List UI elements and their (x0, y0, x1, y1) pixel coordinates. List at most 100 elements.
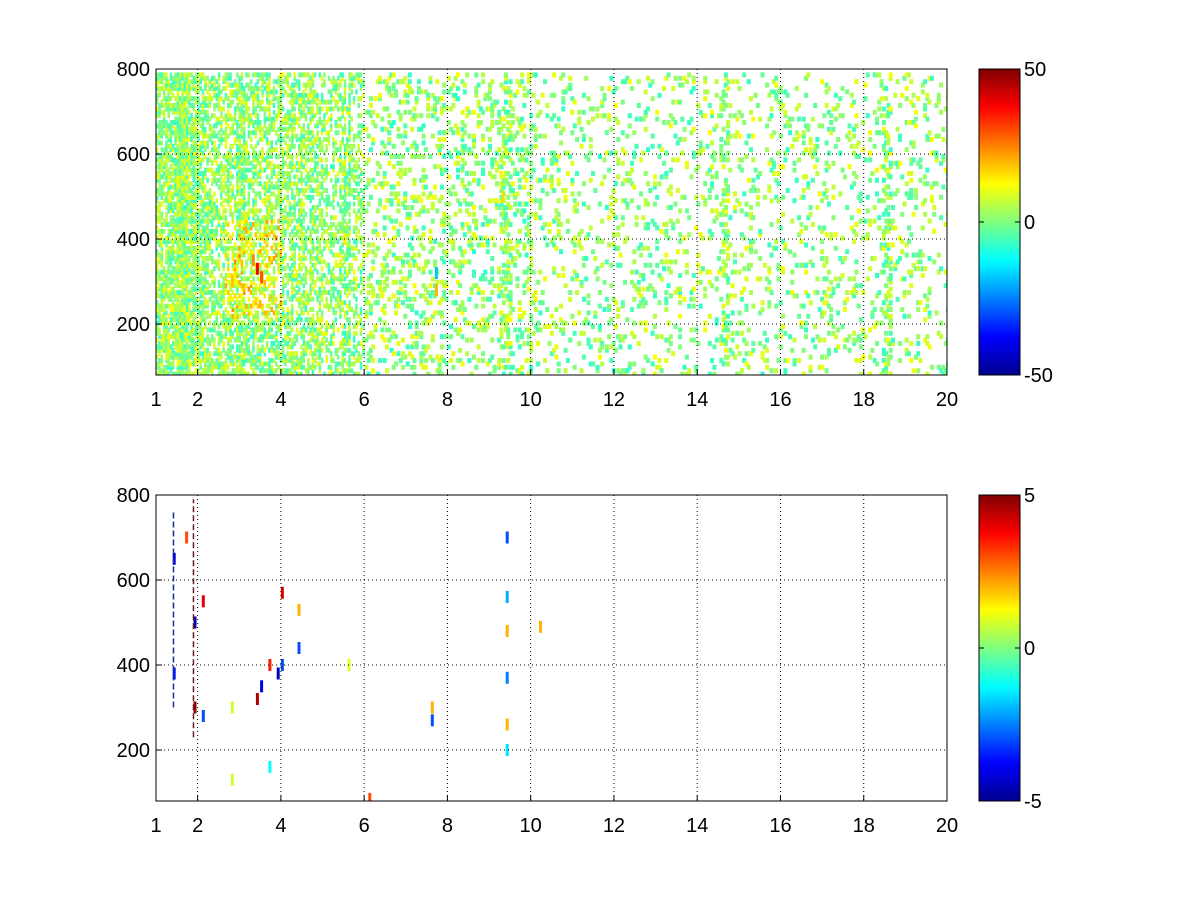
heatmap-cell (183, 143, 186, 149)
heatmap-cell (300, 235, 303, 241)
heatmap-cell (288, 123, 292, 129)
heatmap-cell (343, 283, 347, 289)
heatmap-cell (174, 86, 177, 91)
heatmap-cell (284, 160, 287, 166)
heatmap-cell (240, 174, 244, 180)
heatmap-cell (293, 242, 296, 248)
heatmap-cell (185, 256, 189, 261)
heatmap-cell (275, 194, 278, 200)
heatmap-cell (192, 215, 196, 221)
heatmap-cell (233, 120, 237, 125)
heatmap-cell (265, 126, 269, 132)
heatmap-cell (288, 126, 292, 132)
heatmap-cell (222, 320, 225, 326)
heatmap-cell (312, 375, 315, 380)
heatmap-cell (318, 290, 322, 295)
heatmap-cell (348, 120, 351, 125)
heatmap-cell (320, 211, 324, 217)
heatmap-cell (311, 75, 315, 81)
heatmap-cell (256, 208, 260, 214)
heatmap-cell (389, 123, 394, 129)
heatmap-cell (183, 337, 186, 343)
heatmap-cell (300, 160, 303, 166)
heatmap-cell (286, 334, 289, 340)
heatmap-cell (300, 232, 303, 238)
heatmap-cell (167, 320, 170, 326)
heatmap-cell (334, 174, 338, 180)
heatmap-cell (245, 150, 248, 156)
heatmap-cell (194, 344, 198, 350)
heatmap-cell (208, 157, 212, 163)
heatmap-cell (211, 273, 214, 278)
heatmap-cell (295, 154, 299, 159)
heatmap-cell (172, 143, 175, 149)
heatmap-cell (156, 252, 159, 258)
heatmap-cell (162, 198, 166, 204)
heatmap-cell (252, 242, 255, 248)
heatmap-cell (188, 72, 191, 78)
heatmap-cell (176, 239, 180, 244)
heatmap-cell (332, 191, 335, 197)
heatmap-cell (295, 242, 299, 248)
heatmap-cell (243, 337, 246, 343)
heatmap-cell (188, 167, 191, 173)
heatmap-cell (193, 375, 196, 380)
heatmap-cell (174, 344, 177, 350)
heatmap-cell (277, 198, 280, 204)
heatmap-cell (327, 371, 331, 375)
heatmap-cell (222, 341, 225, 346)
heatmap-cell (286, 215, 289, 221)
heatmap-cell (204, 235, 207, 241)
heatmap-cell (167, 103, 170, 108)
heatmap-cell (178, 208, 182, 214)
heatmap-cell (254, 150, 257, 156)
heatmap-cell (270, 300, 273, 306)
heatmap-cell (302, 303, 305, 309)
heatmap-cell (204, 228, 207, 234)
heatmap-cell (165, 239, 168, 244)
heatmap-cell (178, 137, 182, 142)
heatmap-cell (300, 364, 303, 370)
heatmap-cell (174, 150, 177, 156)
heatmap-cell (231, 215, 235, 221)
heatmap-cell (211, 249, 214, 255)
heatmap-cell (343, 160, 347, 166)
heatmap-cell (265, 86, 269, 91)
heatmap-cell (286, 181, 289, 187)
heatmap-cell (231, 245, 235, 251)
heatmap-cell (314, 320, 317, 326)
heatmap-cell (330, 364, 333, 370)
heatmap-cell (350, 82, 354, 88)
heatmap-cell (291, 143, 294, 149)
heatmap-cell (382, 256, 387, 261)
heatmap-cell (318, 239, 322, 244)
heatmap-cell (243, 184, 246, 190)
heatmap-cell (178, 211, 182, 217)
heatmap-cell (183, 72, 186, 78)
heatmap-cell (352, 228, 356, 234)
heatmap-cell (190, 249, 193, 255)
heatmap-cell (201, 130, 205, 136)
heatmap-cell (252, 317, 255, 323)
heatmap-cell (314, 208, 317, 214)
heatmap-cell (247, 96, 251, 102)
heatmap-cell (233, 116, 237, 122)
heatmap-cell (277, 113, 280, 119)
heatmap-cell (236, 157, 239, 163)
heatmap-cell (382, 171, 387, 176)
heatmap-cell (284, 150, 287, 156)
heatmap-cell (291, 164, 294, 170)
heatmap-cell (231, 89, 235, 95)
heatmap-cell (339, 92, 342, 98)
heatmap-cell (217, 341, 221, 346)
heatmap-cell (238, 140, 241, 146)
heatmap-cell (238, 215, 241, 221)
heatmap-cell (190, 269, 193, 275)
heatmap-cell (192, 171, 196, 176)
heatmap-cell (233, 242, 237, 248)
heatmap-cell (238, 228, 241, 234)
heatmap-cell (330, 296, 333, 302)
heatmap-cell (174, 317, 177, 323)
heatmap-cell (302, 293, 305, 299)
heatmap-cell (243, 300, 246, 306)
